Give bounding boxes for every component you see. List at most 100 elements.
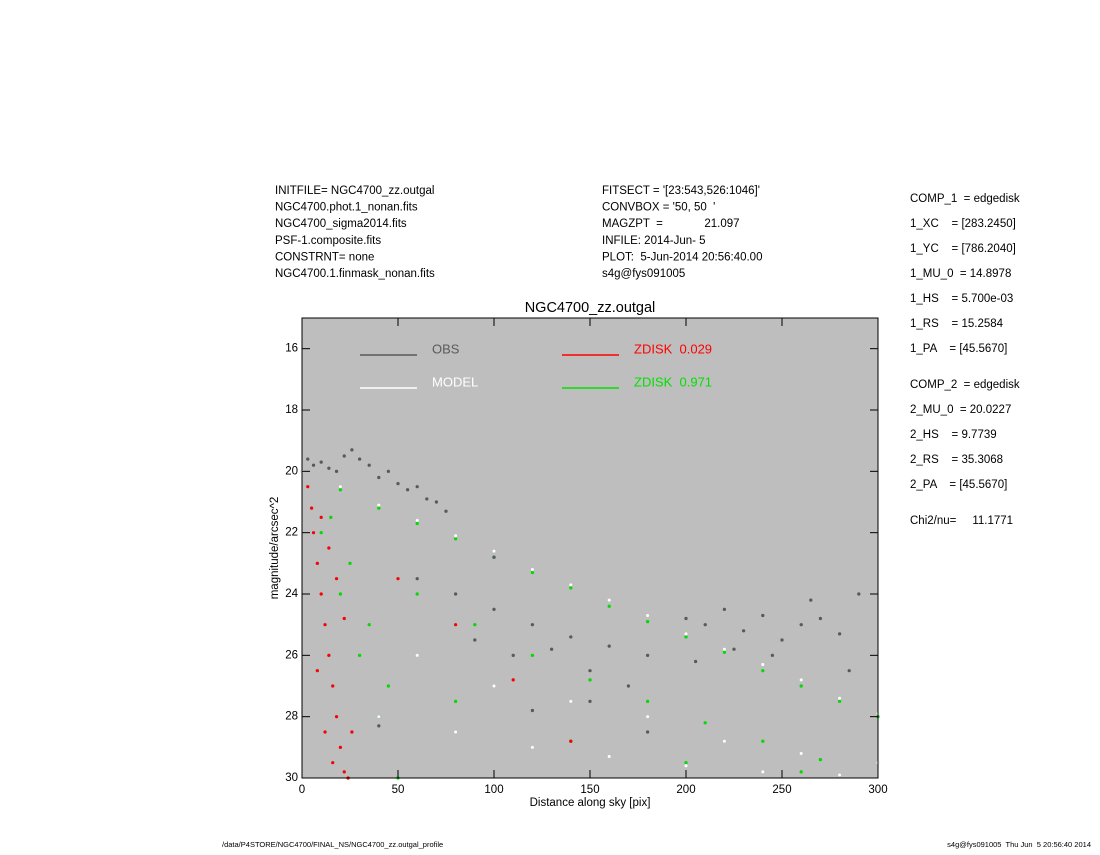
data-point (327, 546, 331, 550)
data-point (473, 622, 477, 627)
data-point (741, 629, 746, 633)
data-point (761, 739, 765, 743)
data-point (415, 484, 419, 489)
data-point (492, 607, 496, 612)
x-tick-label: 0 (299, 784, 305, 796)
data-point (386, 469, 391, 474)
data-point (315, 668, 320, 673)
param-line: Chi2/nu= 11.1771 (910, 515, 1013, 527)
data-point (330, 684, 335, 688)
data-point (473, 638, 477, 642)
y-tick-label: 28 (285, 711, 298, 723)
param-line: 2_PA = [45.5670] (910, 479, 1007, 491)
data-point (684, 760, 688, 765)
data-point (761, 662, 765, 667)
data-point (761, 770, 765, 774)
param-line: 1_MU_0 = 14.8978 (910, 268, 1011, 280)
data-point (684, 763, 688, 768)
data-point (338, 592, 343, 596)
data-point (722, 647, 727, 651)
data-point (511, 653, 515, 658)
footer-path: /data/P4STORE/NGC4700/FINAL_NS/NGC4700_z… (222, 840, 443, 849)
data-point (453, 537, 458, 541)
data-point (684, 632, 688, 636)
data-point (732, 647, 736, 651)
header-line: INFILE: 2014-Jun- 5 (602, 235, 706, 247)
data-point (693, 659, 698, 664)
param-line: 1_XC = [283.2450] (910, 218, 1016, 230)
y-tick-label: 20 (285, 465, 298, 477)
data-point (357, 653, 362, 658)
data-point (684, 635, 688, 639)
header-line: s4g@fys091005 (602, 268, 685, 280)
data-point (327, 653, 331, 658)
header-line: MAGZPT = 21.097 (602, 218, 740, 230)
x-tick-label: 100 (484, 784, 503, 796)
data-point (530, 622, 535, 627)
param-line: COMP_2 = edgedisk (910, 379, 1020, 391)
header-line: FITSECT = '[23:543,526:1046]' (602, 185, 760, 197)
header-line: PSF-1.composite.fits (275, 235, 381, 247)
data-point (530, 745, 535, 750)
data-point (319, 592, 323, 596)
data-point (377, 506, 381, 510)
x-tick-label: 50 (392, 784, 405, 796)
data-point (607, 644, 611, 648)
data-point (511, 678, 515, 682)
data-point (342, 770, 346, 774)
data-point (837, 699, 842, 704)
legend-label: MODEL (432, 374, 478, 389)
data-point (338, 484, 343, 489)
data-point (357, 457, 362, 461)
data-point (569, 586, 573, 590)
data-point (329, 515, 333, 520)
data-point (315, 561, 320, 566)
data-point (453, 699, 458, 704)
data-point (492, 549, 496, 553)
y-tick-label: 16 (285, 343, 298, 355)
x-tick-label: 300 (868, 784, 887, 796)
data-point (309, 506, 314, 510)
x-axis-label: Distance along sky [pix] (530, 797, 651, 809)
data-point (327, 466, 331, 471)
data-point (338, 487, 343, 492)
data-point (569, 583, 573, 587)
data-point (415, 653, 419, 658)
data-point (311, 463, 316, 467)
param-line: COMP_1 = edgedisk (910, 193, 1020, 205)
data-point (453, 730, 458, 734)
footer-stamp: s4g@fys091005 Thu Jun 5 20:56:40 2014 (947, 840, 1091, 849)
data-point (837, 632, 842, 636)
data-point (761, 613, 765, 618)
data-point (588, 668, 592, 673)
data-point (837, 773, 842, 777)
data-point (334, 469, 339, 474)
data-point (770, 653, 775, 658)
data-point (319, 460, 323, 464)
y-axis-label: magnitude/arcsec^2 (269, 497, 281, 600)
header-line: PLOT: 5-Jun-2014 20:56:40.00 (602, 251, 762, 263)
data-point (319, 530, 323, 535)
data-point (645, 699, 650, 704)
y-tick-label: 30 (285, 772, 298, 784)
data-point (847, 668, 851, 673)
data-point (761, 668, 765, 673)
data-point (348, 561, 352, 566)
data-point (809, 598, 813, 602)
data-point (492, 555, 496, 559)
header-line: CONVBOX = '50, 50 ' (602, 202, 715, 214)
param-line: 2_MU_0 = 20.0227 (910, 404, 1011, 416)
data-point (722, 739, 727, 743)
data-point (334, 714, 339, 719)
data-point (549, 647, 554, 651)
data-point (799, 684, 803, 688)
data-points (300, 448, 880, 780)
data-point (330, 760, 335, 765)
data-point (367, 622, 371, 627)
data-point (453, 592, 458, 596)
data-point (319, 515, 323, 520)
data-point (588, 678, 592, 682)
data-point (396, 576, 400, 581)
data-point (607, 598, 611, 602)
data-point (722, 650, 727, 655)
